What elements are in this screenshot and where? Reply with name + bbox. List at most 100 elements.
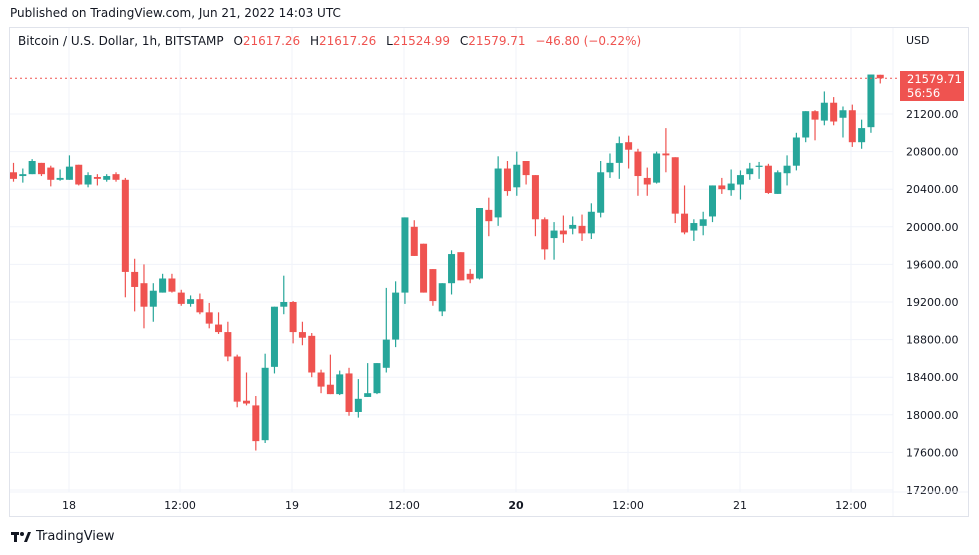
time-axis-labels[interactable]: 18 12:00 19 12:00 20 12:00 21 12:00 [62, 499, 867, 512]
candle-body [513, 164, 521, 188]
candle-body [93, 176, 101, 179]
candle-body [28, 161, 36, 175]
candle-body [261, 367, 269, 441]
candle-body [848, 110, 856, 143]
candle-body [345, 373, 353, 412]
open-value: 21617.26 [242, 34, 301, 48]
candle-body [858, 128, 866, 143]
candle-body [336, 374, 344, 395]
candle-body [802, 111, 810, 138]
candle-body [522, 161, 530, 176]
candles [10, 74, 884, 451]
time-tick-label: 12:00 [612, 499, 644, 512]
candle-body [308, 335, 316, 373]
candle-body [587, 211, 595, 234]
price-tick-label: 18800.00 [906, 334, 959, 347]
bar-countdown: 56:56 [907, 86, 941, 100]
candle-body [578, 225, 586, 234]
candle-body [373, 363, 381, 394]
candle-body [494, 168, 502, 218]
candle-body [298, 332, 306, 338]
candle-body [317, 372, 325, 387]
candle-body [187, 299, 195, 304]
price-tick-label: 18400.00 [906, 371, 959, 384]
price-tick-label: 20000.00 [906, 221, 959, 234]
candle-body [448, 254, 456, 284]
price-axis-labels[interactable]: 21200.00 20800.00 20400.00 20000.00 19600.00… [906, 108, 959, 497]
candle-body [326, 384, 334, 395]
candle-body [839, 110, 847, 118]
price-tick-label: 19600.00 [906, 258, 959, 271]
candle-body [625, 142, 633, 150]
time-tick-label: 12:00 [388, 499, 420, 512]
candle-body [103, 176, 111, 180]
low-label: L [386, 34, 393, 48]
candle-body [569, 224, 577, 229]
candle-body [252, 405, 260, 442]
candle-body [746, 168, 754, 175]
candle-body [811, 111, 819, 120]
candle-body [867, 74, 875, 128]
candle-body [420, 243, 428, 293]
grid-lines [10, 28, 893, 492]
symbol-description: Bitcoin / U.S. Dollar, 1h, BITSTAMP [18, 34, 224, 48]
time-tick-label: 21 [733, 499, 747, 512]
candle-body [541, 219, 549, 250]
currency-label: USD [906, 34, 930, 47]
candle-body [774, 172, 782, 194]
footer-brand[interactable]: TradingView [11, 529, 115, 544]
candle-body [466, 273, 474, 280]
candle-body [270, 306, 278, 367]
candle-body [140, 283, 148, 307]
time-tick-label: 19 [285, 499, 299, 512]
candle-body [215, 324, 223, 333]
candle-body [224, 332, 232, 357]
candle-body [392, 292, 400, 340]
candle-body [699, 219, 707, 226]
candle-body [205, 312, 213, 324]
candle-body [289, 302, 297, 333]
candle-body [643, 177, 651, 185]
candle-body [662, 153, 670, 156]
candle-body [37, 162, 45, 175]
candle-body [112, 174, 120, 180]
close-label: C [459, 34, 469, 48]
candle-body [830, 102, 838, 122]
candle-body [196, 299, 204, 313]
candle-body [792, 137, 800, 166]
price-tick-label: 18000.00 [906, 409, 959, 422]
price-tick-label: 17200.00 [906, 484, 959, 497]
time-tick-label: 12:00 [835, 499, 867, 512]
candle-body [457, 252, 465, 281]
last-price-tag: 21579.71 56:56 [900, 71, 964, 101]
candle-body [606, 162, 614, 173]
low-value: 21524.99 [392, 34, 451, 48]
candle-body [485, 209, 493, 222]
candle-body [177, 292, 185, 304]
last-price-value: 21579.71 [907, 72, 962, 86]
candle-body [10, 172, 17, 179]
candle-body [121, 179, 129, 272]
brand-name: TradingView [36, 529, 115, 544]
close-value: 21579.71 [468, 34, 526, 48]
candle-body [653, 153, 661, 183]
candle-body [438, 283, 446, 312]
candle-body [149, 290, 157, 307]
high-label: H [310, 34, 320, 48]
candle-body [131, 271, 139, 287]
candle-body [718, 185, 726, 190]
tradingview-logo-icon [11, 531, 31, 543]
candle-body [56, 177, 64, 180]
chart-frame[interactable] [9, 27, 969, 517]
candle-body [382, 339, 390, 368]
chart-legend: Bitcoin / U.S. Dollar, 1h, BITSTAMP O216… [18, 34, 641, 48]
open-label: O [233, 34, 243, 48]
candle-body [168, 278, 176, 292]
change-value: −46.80 (−0.22%) [535, 34, 642, 48]
candle-body [597, 172, 605, 213]
candle-body [550, 230, 558, 239]
candle-body [280, 302, 288, 307]
candle-body [364, 393, 372, 397]
candle-body [559, 230, 567, 235]
